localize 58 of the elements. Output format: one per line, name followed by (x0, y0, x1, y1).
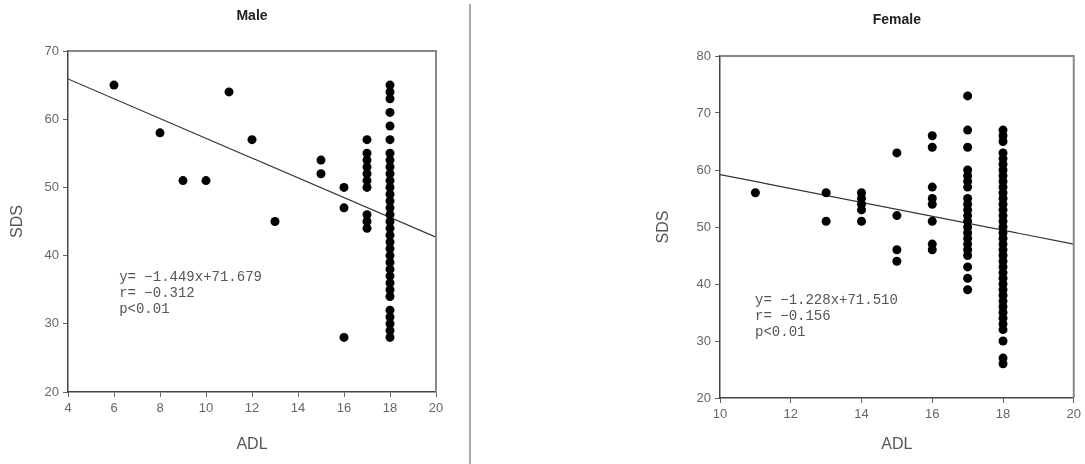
y-tick-label: 20 (44, 383, 59, 399)
point (385, 94, 395, 104)
point (385, 292, 395, 302)
x-tick-label: 12 (783, 406, 798, 422)
y-tick-label: 70 (696, 104, 711, 120)
x-tick-label: 16 (336, 400, 352, 416)
x-tick-label: 12 (244, 400, 260, 416)
y-tick-label: 30 (44, 315, 59, 331)
y-tick-label: 60 (696, 161, 711, 177)
point (385, 135, 395, 145)
x-tick-label: 14 (290, 400, 306, 416)
x-tick-label: 6 (110, 400, 118, 416)
y-tick-label: 80 (696, 47, 711, 63)
x-tick-label: 4 (64, 400, 72, 416)
point (270, 217, 280, 226)
x-tick-label: 8 (156, 400, 164, 416)
point (339, 182, 349, 192)
x-tick-label: 20 (1066, 406, 1081, 422)
point (247, 135, 257, 145)
y-tick-label: 60 (44, 110, 59, 126)
point (339, 332, 349, 342)
y-tick-label: 40 (696, 275, 711, 291)
y-axis-title: SDS (654, 210, 672, 244)
point (362, 135, 372, 145)
x-tick-label: 14 (854, 406, 869, 422)
annotation: p<0.01 (755, 323, 806, 340)
x-tick-label: 10 (198, 400, 214, 416)
point (201, 176, 211, 186)
point (178, 176, 188, 186)
y-tick-label: 30 (696, 332, 711, 348)
y-tick-label: 70 (44, 42, 59, 58)
annotation: y= −1.449x+71.679 (119, 268, 262, 285)
point (155, 128, 165, 138)
point (109, 80, 119, 90)
point (385, 107, 395, 117)
x-axis-title: ADL (881, 434, 913, 452)
point (339, 203, 349, 213)
x-tick-label: 20 (428, 400, 444, 416)
point (316, 169, 326, 179)
y-tick-label: 50 (44, 178, 59, 194)
point (385, 121, 395, 131)
x-tick-label: 16 (925, 406, 940, 422)
point (224, 87, 234, 97)
x-axis-title: ADL (236, 434, 268, 452)
chart-title: Male (236, 6, 268, 23)
y-tick-label: 40 (44, 247, 59, 263)
y-axis-title: SDS (8, 205, 26, 238)
point (316, 155, 326, 165)
chart-title: Female (872, 10, 922, 27)
x-tick-label: 18 (995, 406, 1011, 422)
y-tick-label: 20 (696, 389, 711, 405)
x-tick-label: 18 (382, 400, 398, 416)
x-tick-label: 10 (712, 406, 728, 422)
annotation: p<0.01 (119, 300, 170, 317)
annotation: y= −1.228x+71.510 (755, 291, 898, 308)
annotation: r= −0.156 (755, 307, 831, 324)
annotation: r= −0.312 (119, 284, 195, 301)
y-tick-label: 50 (696, 218, 711, 234)
